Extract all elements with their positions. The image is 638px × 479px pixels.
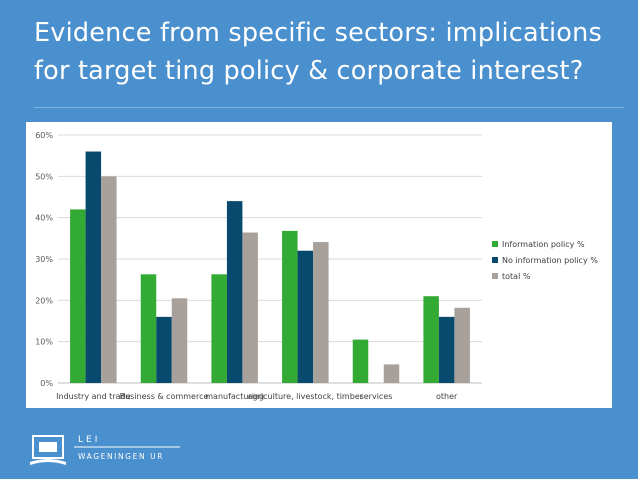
legend-swatch [492,257,498,263]
bar [85,151,102,383]
bar [313,242,329,383]
bar [140,274,157,383]
legend-swatch [492,273,498,279]
legend-label: Information policy % [502,240,585,249]
bar [226,201,243,383]
bar [242,232,258,383]
slide-title: Evidence from specific sectors: implicat… [34,18,602,86]
y-tick-label: 20% [35,296,53,305]
x-tick-label: Industry and trade [56,392,130,401]
bar [171,298,188,383]
y-tick-label: 40% [35,214,53,223]
bar [70,209,86,383]
legend-swatch [492,241,498,247]
bar [156,316,172,383]
chart-panel: 0% 10% 20% 30% 40% 50% 60% Industry and trade Bu… [26,122,612,408]
title-divider [34,107,624,108]
legend-label: No information policy % [502,256,598,265]
y-tick-label: 0% [40,379,53,388]
y-tick-label: 60% [35,131,53,140]
bar [383,364,400,383]
bar [352,339,369,383]
logo-text-top: LEI [78,435,101,445]
logo-emblem-icon [30,435,180,465]
legend-label: total % [502,272,531,281]
bar [438,316,455,383]
logo-text-bottom: WAGENINGEN UR [78,452,165,461]
bar [297,250,314,383]
x-tick-label: Business & commerce [120,392,209,401]
bar [101,176,117,383]
x-tick-label: other [436,392,458,401]
bar [454,307,470,383]
lei-wageningen-logo: LEI WAGENINGEN UR [30,432,190,472]
bar [211,274,227,383]
x-tick-label: manufacturing [205,392,264,401]
y-tick-label: 10% [35,338,53,347]
bar-chart: 0% 10% 20% 30% 40% 50% 60% Industry and tradeBu… [35,131,598,401]
x-tick-label: services [360,392,393,401]
y-tick-label: 30% [35,255,53,264]
y-tick-label: 50% [35,172,53,181]
bar [282,230,298,383]
bar [423,296,439,383]
x-tick-label: agriculture, livestock, timber [248,392,364,401]
